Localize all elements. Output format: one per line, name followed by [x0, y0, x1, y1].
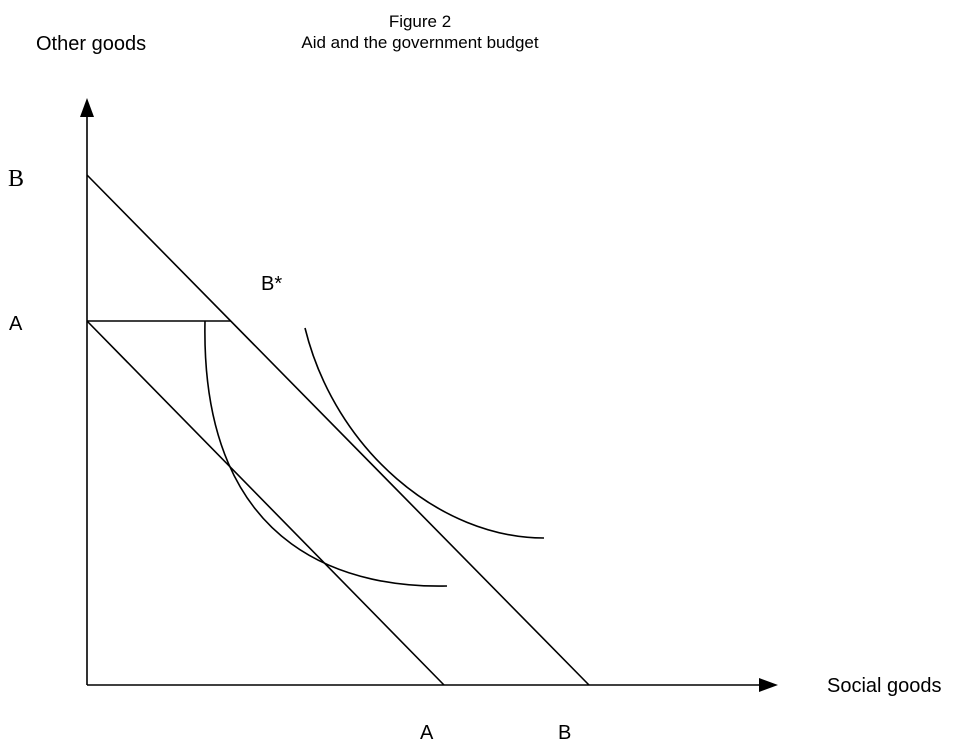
- x-axis-label: Social goods: [827, 675, 942, 697]
- y-axis-arrowhead: [80, 98, 94, 117]
- y-tick-B: B: [8, 166, 25, 192]
- y-tick-A: A: [9, 313, 23, 335]
- indifference-curve-high: [304, 327, 545, 539]
- figure-number: Figure 2: [388, 12, 452, 31]
- figure-title: Aid and the government budget: [301, 33, 539, 52]
- kink-point-label: B*: [261, 273, 283, 295]
- budget-line-A: [86, 320, 445, 686]
- x-tick-A: A: [420, 722, 434, 744]
- indifference-curve-low: [204, 320, 448, 587]
- y-axis-label: Other goods: [36, 33, 147, 55]
- x-tick-B: B: [558, 722, 572, 744]
- budget-line-B: [86, 174, 590, 686]
- x-axis-arrowhead: [759, 678, 778, 692]
